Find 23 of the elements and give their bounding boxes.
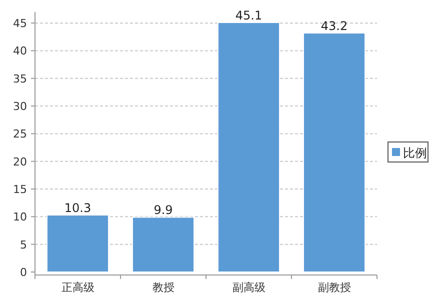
data-label: 45.1 (235, 8, 262, 23)
bar (217, 22, 280, 272)
x-tick-label: 副高级 (232, 281, 266, 294)
y-tick-label: 30 (13, 100, 27, 114)
data-label: 43.2 (320, 19, 348, 34)
bar (132, 216, 195, 272)
data-label: 9.9 (154, 203, 173, 218)
x-tick-label: 正高级 (61, 281, 94, 294)
x-tick-label: 教授 (152, 281, 174, 294)
y-tick-label: 35 (13, 72, 27, 86)
x-tick-label: 副教授 (318, 281, 351, 294)
y-tick-label: 10 (13, 210, 27, 224)
bar (46, 214, 110, 272)
y-tick-label: 20 (13, 155, 27, 168)
y-tick-label: 15 (13, 183, 27, 196)
y-tick-label: 40 (13, 44, 27, 58)
y-tick-label: 25 (13, 128, 27, 141)
data-label: 10.3 (64, 201, 92, 216)
legend-label: 比例 (403, 146, 427, 160)
y-tick-label: 0 (20, 266, 27, 279)
y-tick-label: 45 (13, 17, 27, 30)
bar (302, 32, 366, 272)
y-tick-label: 5 (20, 238, 27, 252)
